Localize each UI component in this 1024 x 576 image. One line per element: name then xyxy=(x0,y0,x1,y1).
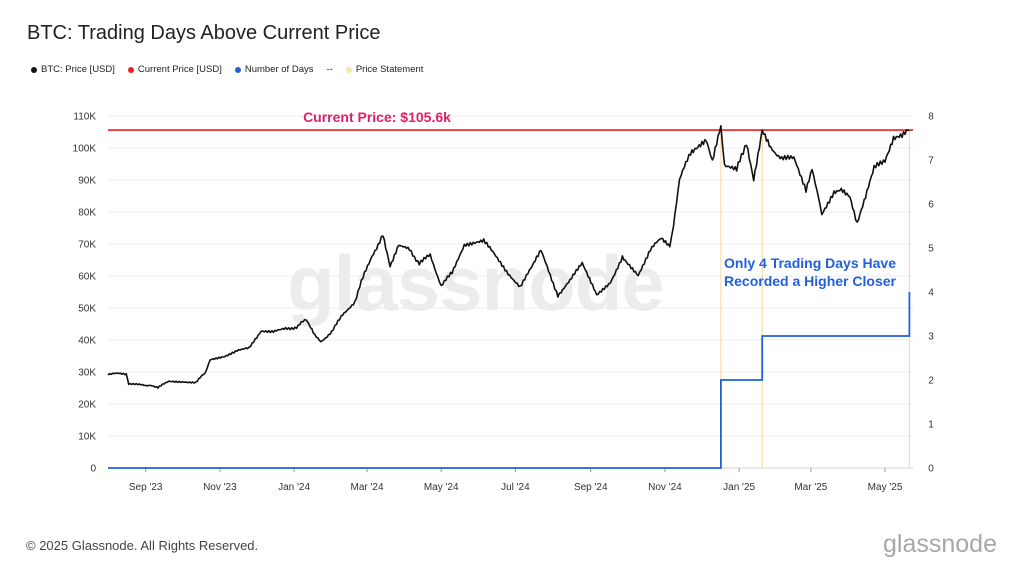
y-right-tick-label: 1 xyxy=(928,420,934,431)
y-right-tick-label: 0 xyxy=(928,464,934,475)
legend: BTC: Price [USD] Current Price [USD] Num… xyxy=(31,64,423,75)
legend-item-btc-price[interactable]: BTC: Price [USD] xyxy=(31,64,115,75)
y-left-tick-label: 60K xyxy=(78,272,96,283)
legend-label: BTC: Price [USD] xyxy=(41,64,115,75)
legend-dot-icon xyxy=(31,66,37,73)
days-annotation-line2: Recorded a Higher Closer xyxy=(724,273,896,289)
number-of-days-line xyxy=(108,292,911,469)
y-left-tick-label: 110K xyxy=(73,112,96,123)
x-tick-label: May '24 xyxy=(424,482,459,493)
x-tick-label: Nov '24 xyxy=(648,482,682,493)
legend-item-price-statement[interactable]: Price Statement xyxy=(345,64,424,75)
x-tick-label: Sep '23 xyxy=(129,482,163,493)
y-left-tick-label: 70K xyxy=(78,240,96,251)
x-tick-label: Jul '24 xyxy=(501,482,530,493)
btc-price-line xyxy=(107,125,910,389)
page-title: BTC: Trading Days Above Current Price xyxy=(27,22,381,44)
legend-item-separator: -- xyxy=(326,64,332,75)
legend-dot-icon xyxy=(345,66,352,73)
y-left-tick-label: 80K xyxy=(78,208,96,219)
current-price-annotation: Current Price: $105.6k xyxy=(303,109,451,125)
x-tick-label: Mar '25 xyxy=(794,482,827,493)
glassnode-logo: glassnode xyxy=(883,530,997,558)
y-left-tick-label: 50K xyxy=(78,304,96,315)
x-tick-label: Mar '24 xyxy=(350,482,383,493)
legend-label: Price Statement xyxy=(355,64,424,75)
y-left-tick-label: 10K xyxy=(78,432,96,443)
y-left-tick-label: 20K xyxy=(78,400,96,411)
x-tick-label: May '25 xyxy=(868,482,903,493)
legend-label: Current Price [USD] xyxy=(137,64,222,75)
y-left-tick-label: 90K xyxy=(78,176,96,187)
y-left-tick-label: 40K xyxy=(78,336,96,347)
x-tick-label: Jan '24 xyxy=(278,482,310,493)
legend-dot-icon xyxy=(234,66,241,73)
y-left-tick-label: 100K xyxy=(73,144,97,155)
y-right-tick-label: 6 xyxy=(928,200,934,211)
y-right-tick-label: 5 xyxy=(928,244,934,255)
legend-item-current-price[interactable]: Current Price [USD] xyxy=(127,64,222,75)
y-right-tick-label: 4 xyxy=(928,288,934,299)
y-right-tick-label: 8 xyxy=(928,112,934,123)
legend-item-number-of-days[interactable]: Number of Days xyxy=(234,64,314,75)
days-annotation-line1: Only 4 Trading Days Have xyxy=(724,255,896,271)
x-tick-label: Nov '23 xyxy=(203,482,237,493)
y-right-tick-label: 7 xyxy=(928,156,934,167)
legend-label: Number of Days xyxy=(244,64,314,75)
copyright-text: © 2025 Glassnode. All Rights Reserved. xyxy=(26,538,259,553)
legend-separator-label: -- xyxy=(326,64,333,75)
y-left-tick-label: 0 xyxy=(90,464,96,475)
x-tick-label: Jan '25 xyxy=(723,482,755,493)
x-tick-label: Sep '24 xyxy=(574,482,608,493)
y-left-tick-label: 30K xyxy=(78,368,96,379)
y-right-tick-label: 2 xyxy=(928,376,934,387)
legend-dot-icon xyxy=(127,66,134,73)
y-right-tick-label: 3 xyxy=(928,332,934,343)
